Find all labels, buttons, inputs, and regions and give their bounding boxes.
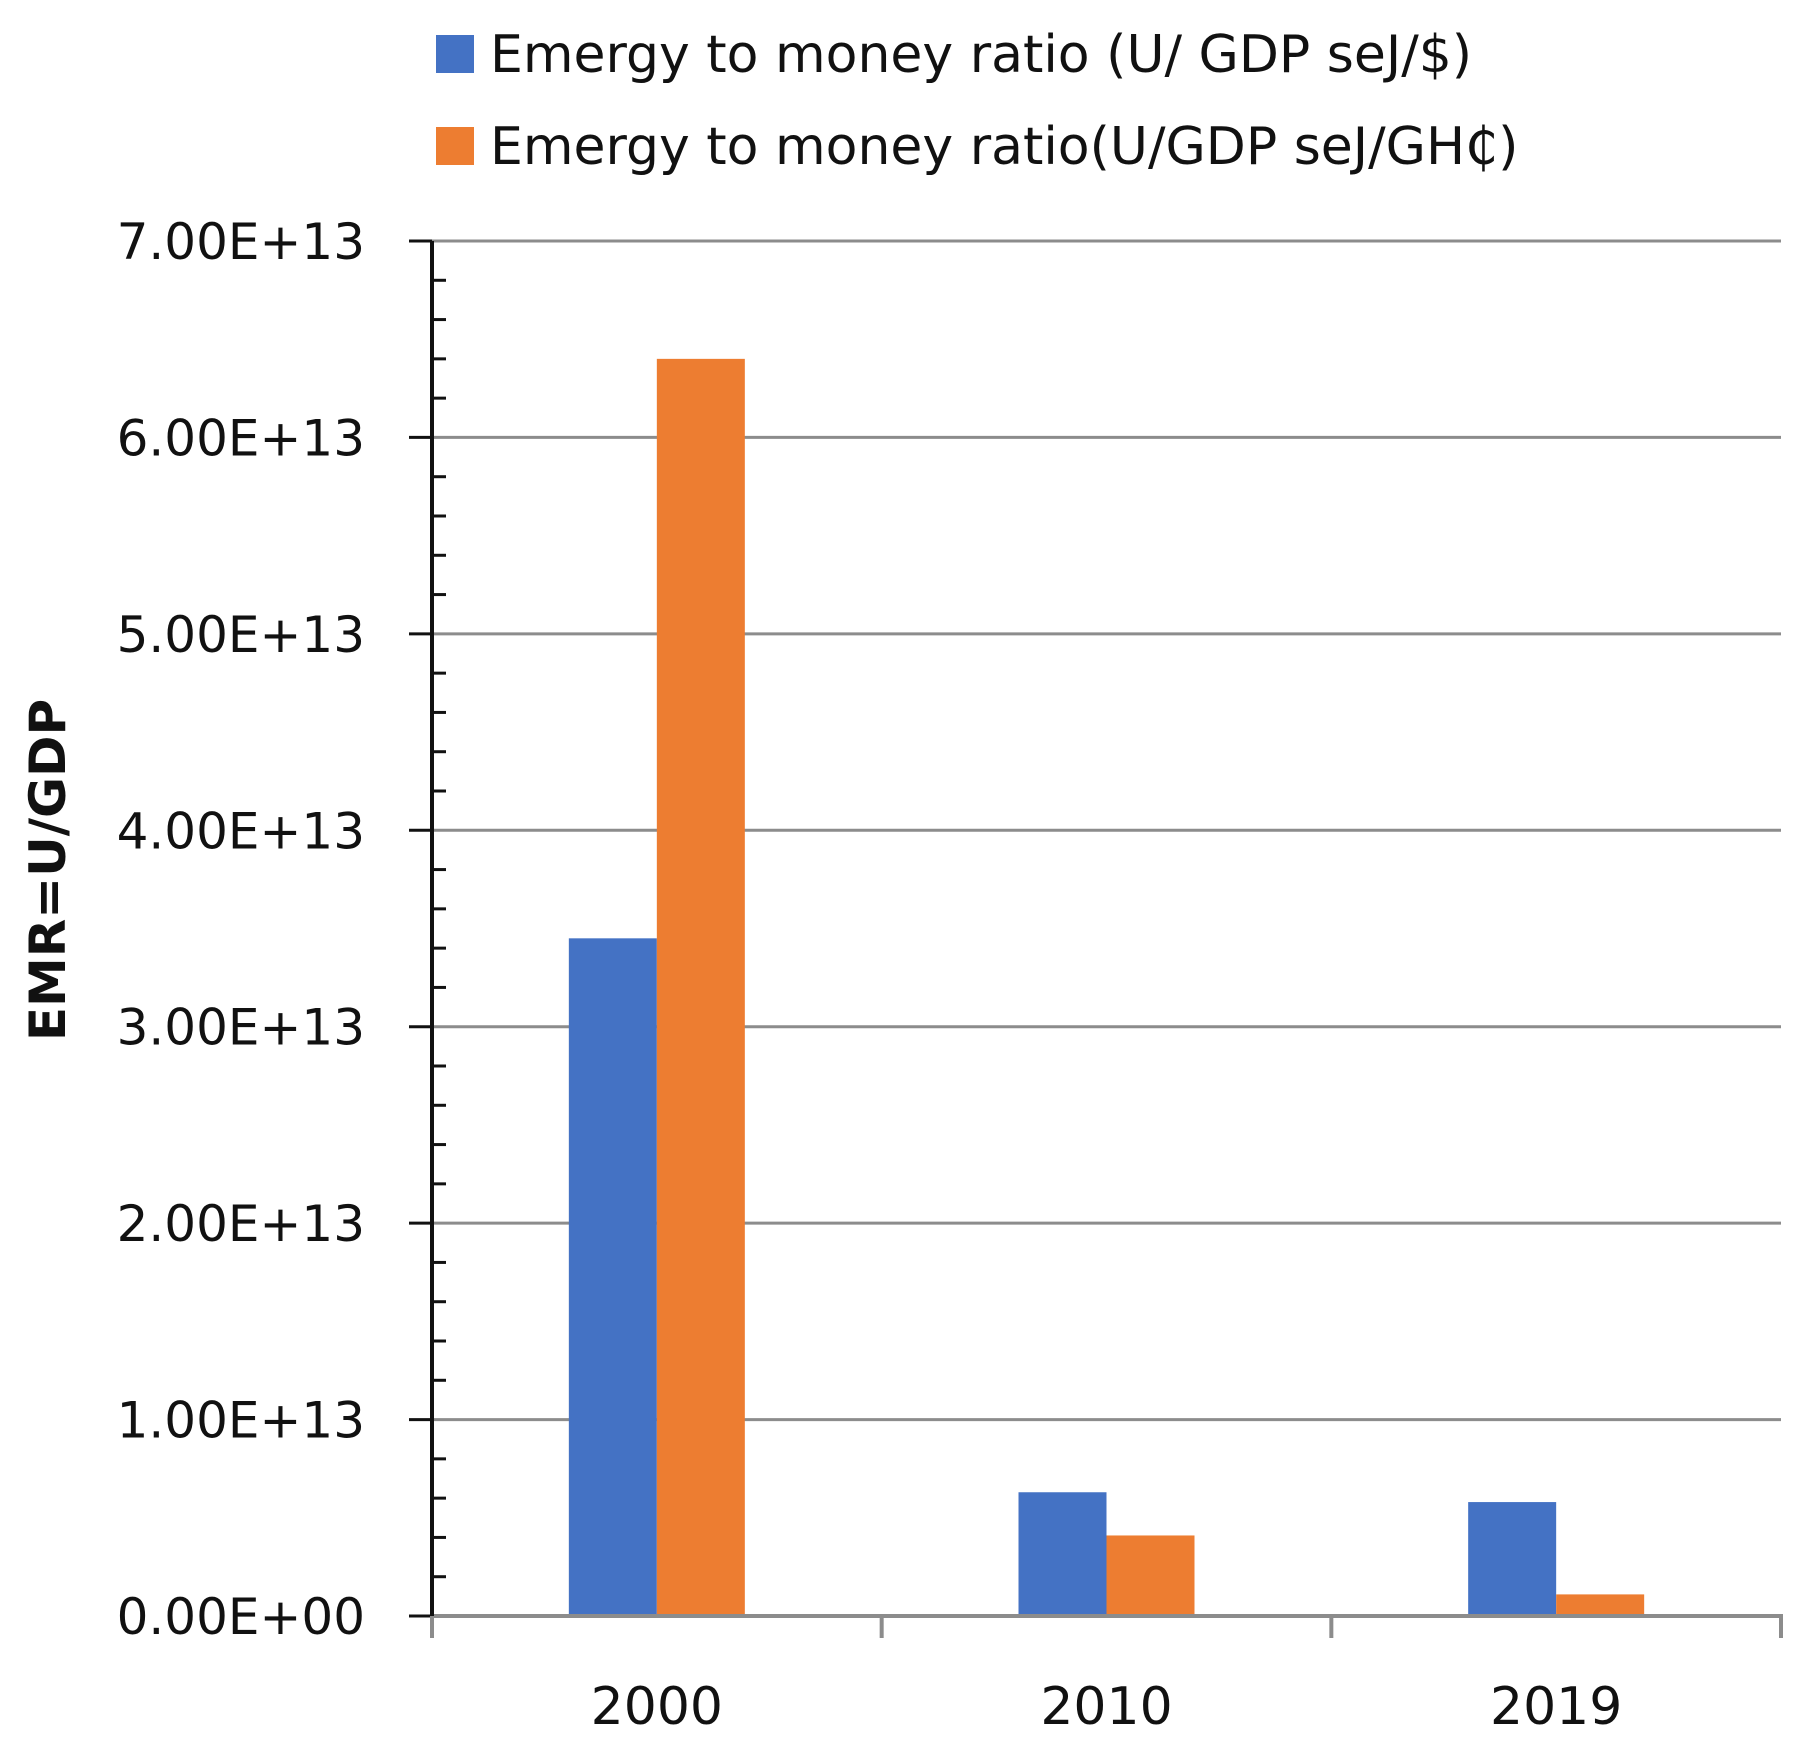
y-tick-labels: 0.00E+00 1.00E+13 2.00E+13 3.00E+13 4.00E+13…	[117, 213, 365, 1646]
bar-series-1-2019	[1468, 1502, 1557, 1616]
y-tick-label: 6.00E+13	[117, 409, 365, 467]
y-tick-label: 7.00E+13	[117, 213, 365, 271]
x-tick-labels: 2000 2010 2019	[591, 1677, 1623, 1737]
y-tick-label: 2.00E+13	[117, 1195, 365, 1253]
bar-series-1-2010	[1018, 1492, 1107, 1616]
bar-series-1-2000	[568, 938, 657, 1616]
axes	[409, 239, 1783, 1638]
legend-swatch	[436, 127, 474, 165]
bar-series-2-2010	[1106, 1535, 1195, 1616]
y-minor-ticks	[432, 278, 446, 1579]
x-tick-label: 2019	[1490, 1677, 1622, 1737]
y-tick-label: 3.00E+13	[117, 999, 365, 1057]
x-tick-label: 2010	[1040, 1677, 1172, 1737]
y-tick-label: 4.00E+13	[117, 802, 365, 860]
legend: Emergy to money ratio (U/ GDP seJ/$) Emer…	[436, 25, 1518, 177]
y-axis-title: EMR=U/GDP	[19, 699, 77, 1041]
bar-series-2-2000	[656, 358, 745, 1616]
bars	[568, 358, 1645, 1616]
legend-label: Emergy to money ratio (U/ GDP seJ/$)	[490, 25, 1472, 85]
legend-label: Emergy to money ratio(U/GDP seJ/GH₵)	[490, 117, 1518, 177]
x-tick-label: 2000	[591, 1677, 723, 1737]
y-tick-label: 0.00E+00	[117, 1588, 365, 1646]
legend-swatch	[436, 35, 474, 73]
y-tick-label: 5.00E+13	[117, 606, 365, 664]
y-tick-label: 1.00E+13	[117, 1392, 365, 1450]
bar-series-2-2019	[1556, 1594, 1645, 1616]
